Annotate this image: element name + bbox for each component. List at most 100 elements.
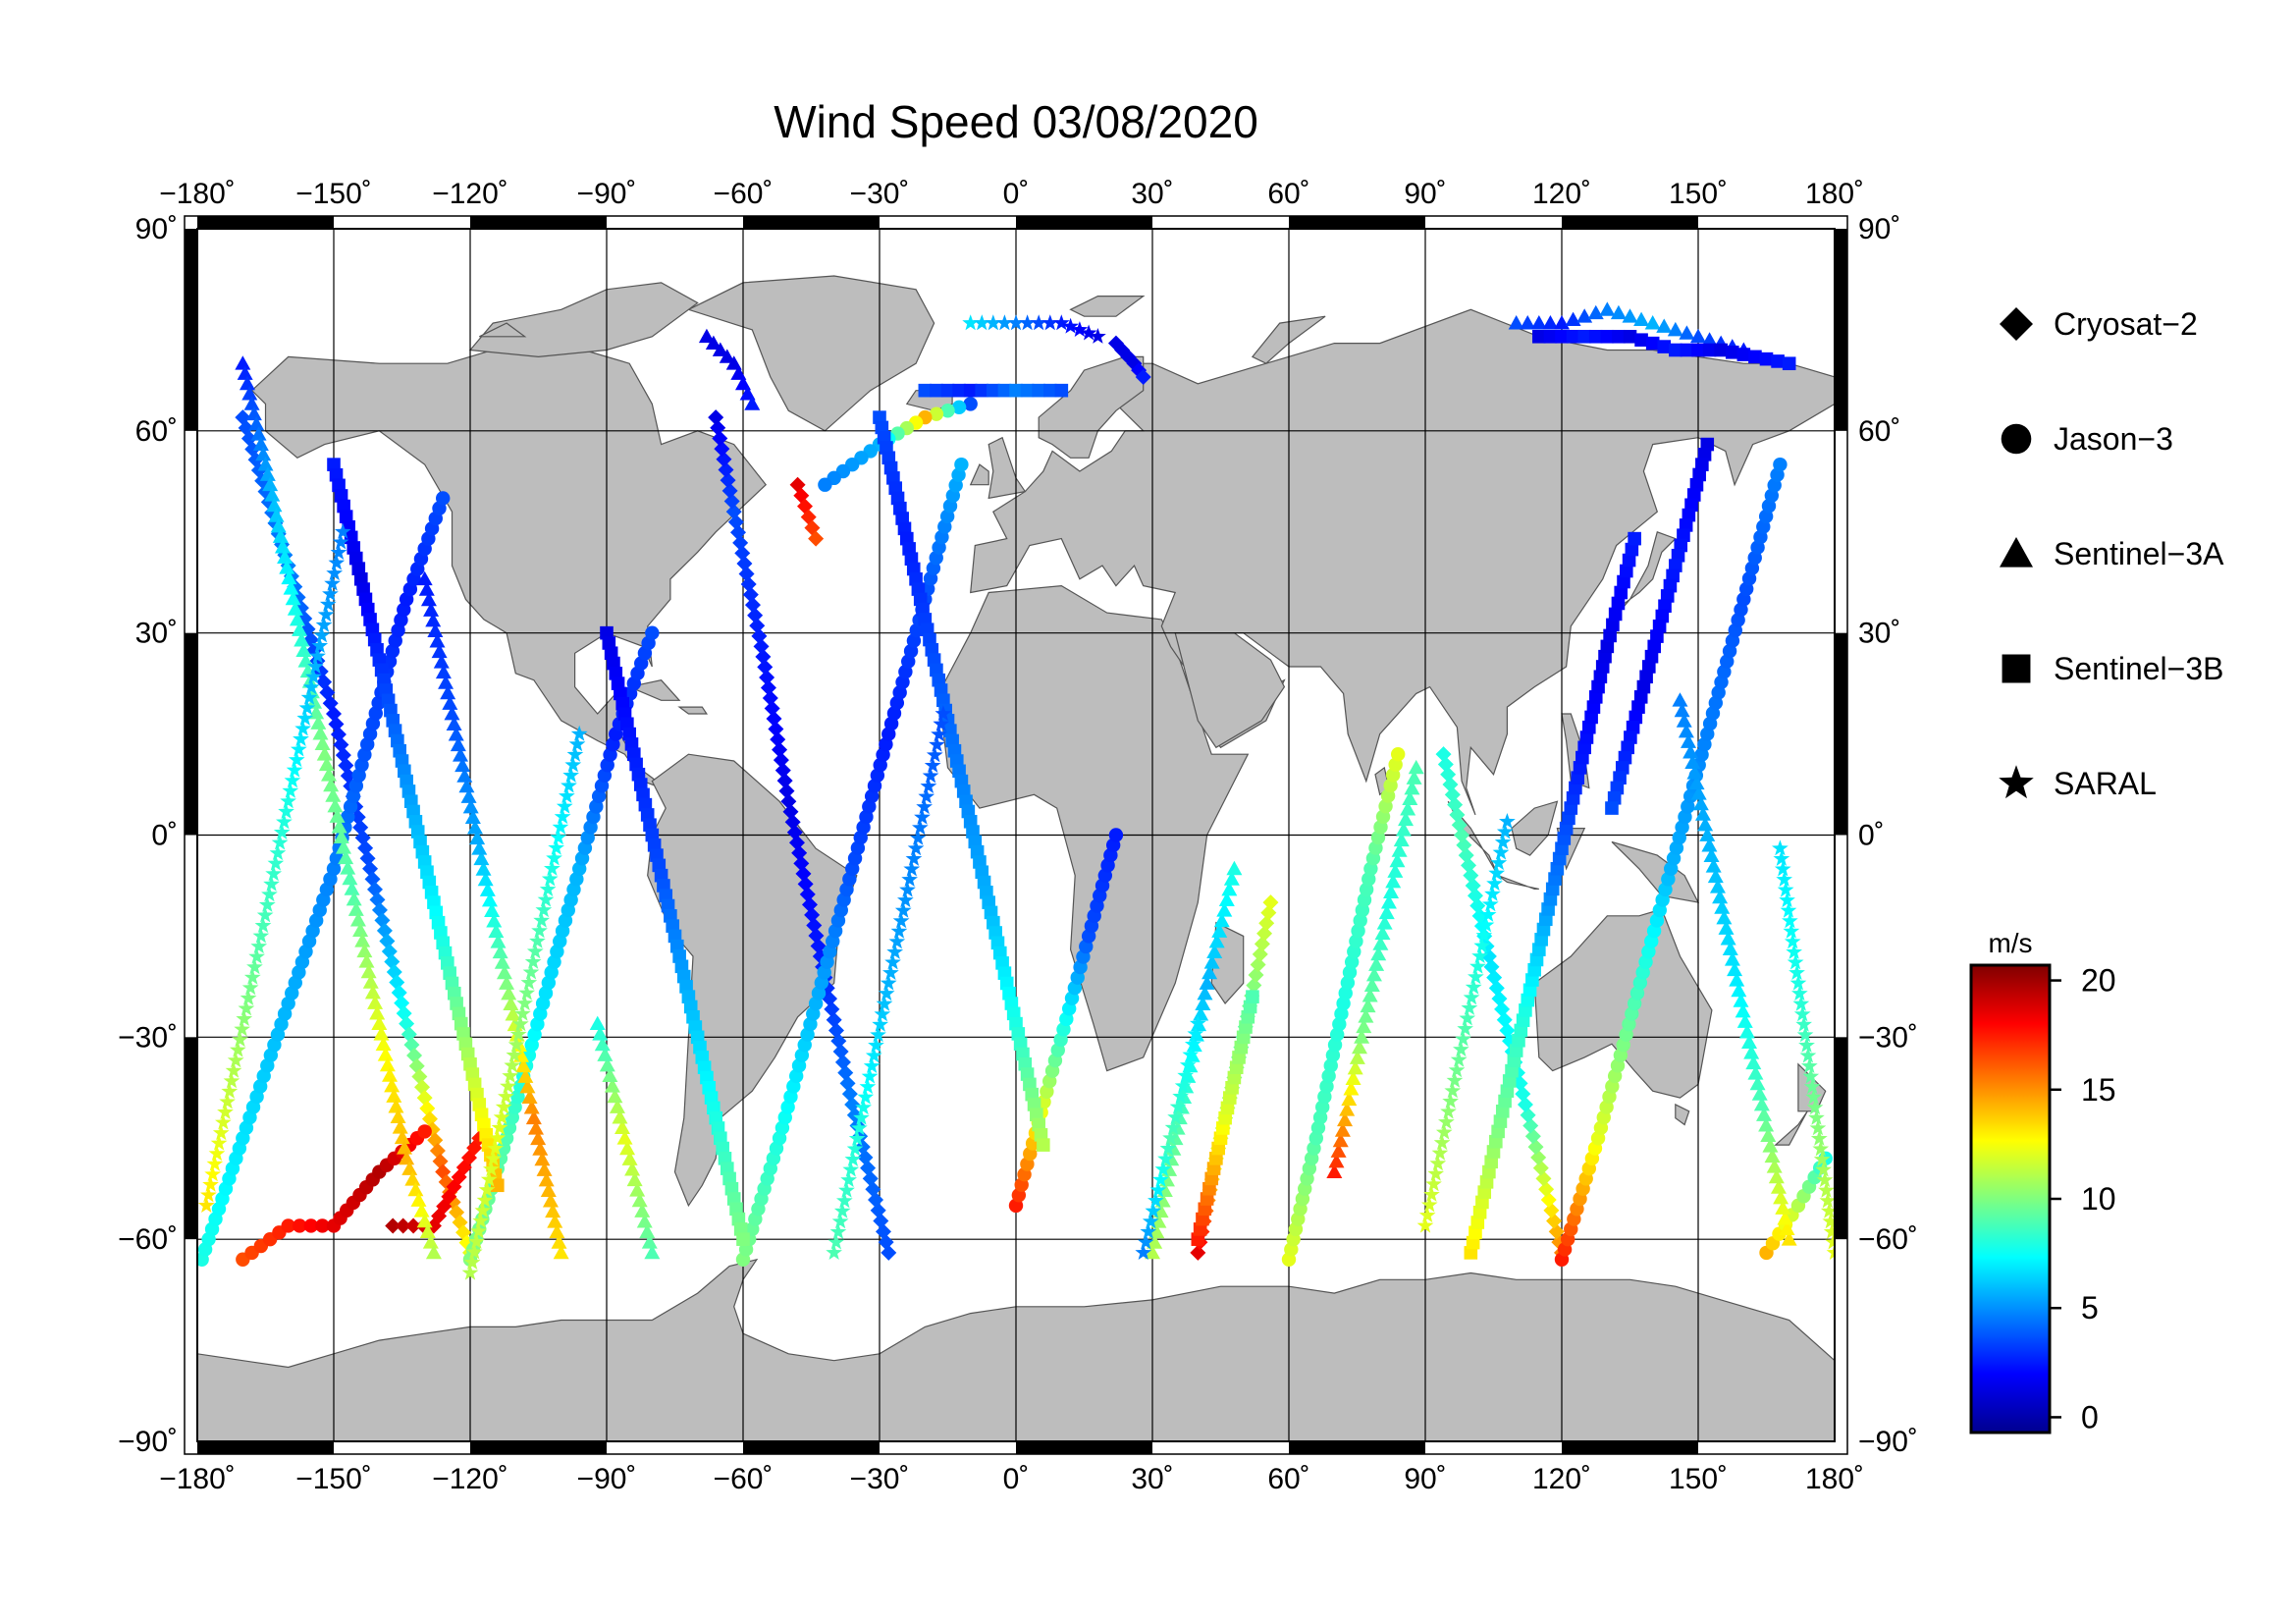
data-point-square: [1692, 467, 1706, 482]
data-point-star: [269, 844, 287, 861]
data-point-square: [1532, 329, 1546, 344]
lat-tick-label-left: −60˚: [118, 1223, 178, 1256]
data-point-star: [868, 1037, 884, 1053]
data-point-triangle: [1213, 912, 1230, 928]
data-point-diamond: [326, 706, 342, 722]
data-point-star: [1062, 317, 1079, 334]
data-point-star: [1786, 944, 1802, 959]
data-point-star: [1792, 995, 1810, 1011]
data-point-star: [1803, 1078, 1821, 1095]
data-point-square: [1025, 1087, 1040, 1102]
data-point-star: [838, 1181, 855, 1198]
data-point-square: [1196, 1212, 1209, 1226]
data-point-star: [531, 922, 548, 939]
data-point-triangle: [1745, 1055, 1762, 1070]
data-point-square: [1011, 1027, 1026, 1041]
data-point-square: [959, 794, 973, 808]
data-point-square: [403, 794, 418, 808]
data-point-square: [902, 542, 916, 556]
frame-bar-bottom: [470, 1441, 607, 1454]
data-point-square: [620, 717, 634, 731]
data-point-star: [495, 1098, 512, 1114]
data-point-star: [463, 1254, 481, 1270]
data-point-square: [607, 656, 620, 671]
data-point-square: [722, 1171, 736, 1186]
data-point-diamond: [793, 855, 810, 872]
data-point-square: [930, 663, 943, 677]
data-point-square: [1491, 1124, 1505, 1139]
data-point-square: [456, 1027, 470, 1041]
data-point-star: [500, 1077, 516, 1094]
data-point-square: [1236, 1030, 1251, 1045]
data-point-triangle: [1707, 868, 1724, 884]
data-point-triangle: [283, 580, 299, 595]
data-point-square: [354, 571, 368, 586]
lon-tick-label-bottom: 90˚: [1404, 1463, 1446, 1495]
data-point-triangle: [1684, 754, 1701, 770]
data-point-square: [1759, 352, 1774, 366]
data-point-triangle: [333, 829, 349, 844]
data-point-triangle: [1735, 1002, 1751, 1018]
frame-bar-top: [1289, 216, 1425, 229]
data-point-star: [296, 710, 314, 726]
data-point-star: [846, 1140, 864, 1157]
data-point-star: [899, 881, 916, 897]
data-point-star: [1444, 1082, 1462, 1099]
data-point-triangle: [479, 882, 496, 896]
data-point-triangle: [1718, 920, 1735, 935]
data-point-square: [1644, 649, 1659, 664]
data-point-star: [234, 1020, 250, 1037]
data-point-triangle: [404, 1171, 421, 1186]
data-point-square: [1686, 488, 1701, 502]
data-point-square: [1466, 1235, 1480, 1250]
data-point-diamond: [394, 995, 410, 1011]
data-point-star: [1808, 1109, 1825, 1125]
data-point-square: [1571, 771, 1585, 784]
data-point-diamond: [362, 860, 379, 877]
data-point-square: [1697, 448, 1712, 461]
data-point-triangle: [274, 539, 291, 554]
data-point-square: [987, 383, 1000, 398]
data-point-star: [903, 860, 921, 877]
data-point-triangle: [626, 1171, 643, 1187]
data-point-star: [518, 984, 536, 1001]
data-point-triangle: [257, 457, 274, 471]
data-point-triangle: [413, 1203, 430, 1217]
data-point-square: [720, 1162, 734, 1175]
data-point-star: [1164, 1118, 1182, 1135]
lon-tick-label-top: −120˚: [432, 178, 508, 210]
data-point-triangle: [1716, 909, 1733, 925]
data-point-star: [504, 1056, 521, 1073]
data-point-star: [236, 1010, 253, 1026]
data-point-star: [472, 1212, 490, 1228]
square-icon: [2002, 654, 2031, 683]
data-point-square: [1555, 329, 1569, 344]
lat-tick-label-left: −90˚: [118, 1426, 178, 1458]
data-point-triangle: [607, 1088, 623, 1104]
data-point-diamond: [862, 1170, 879, 1187]
data-point-star: [506, 1047, 523, 1062]
data-point-square: [337, 499, 350, 514]
legend-item: SARAL: [1999, 765, 2157, 801]
data-point-star: [1774, 860, 1791, 877]
data-point-star: [568, 735, 586, 752]
data-point-square: [470, 1087, 484, 1102]
data-point-triangle: [1681, 733, 1697, 748]
data-point-star: [535, 901, 553, 918]
data-point-triangle: [530, 1130, 547, 1146]
data-point-diamond: [386, 964, 402, 981]
data-point-square: [1020, 383, 1035, 398]
data-point-diamond: [832, 1044, 849, 1060]
data-point-triangle: [396, 1140, 412, 1155]
data-point-square: [1645, 336, 1660, 351]
data-point-star: [926, 746, 943, 763]
data-point-square: [1507, 1054, 1522, 1068]
data-point-star: [933, 715, 950, 731]
colorbar-tick-label: 0: [2081, 1399, 2099, 1434]
data-point-square: [617, 707, 632, 721]
data-point-square: [674, 959, 689, 974]
data-point-triangle: [373, 1026, 390, 1041]
data-point-triangle: [1727, 961, 1743, 977]
data-point-triangle: [237, 365, 253, 380]
data-point-square: [1682, 508, 1696, 522]
